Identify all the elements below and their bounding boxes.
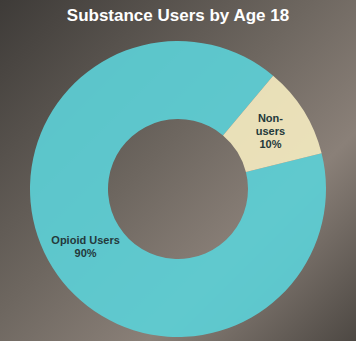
html-text:Substance Users by Age 18: Substance Users by Age 18: [66, 6, 290, 25]
svg-text:Opioid Users90%: Opioid Users90%: [51, 234, 119, 259]
svg-text:Non-users10%: Non-users10%: [256, 112, 285, 150]
